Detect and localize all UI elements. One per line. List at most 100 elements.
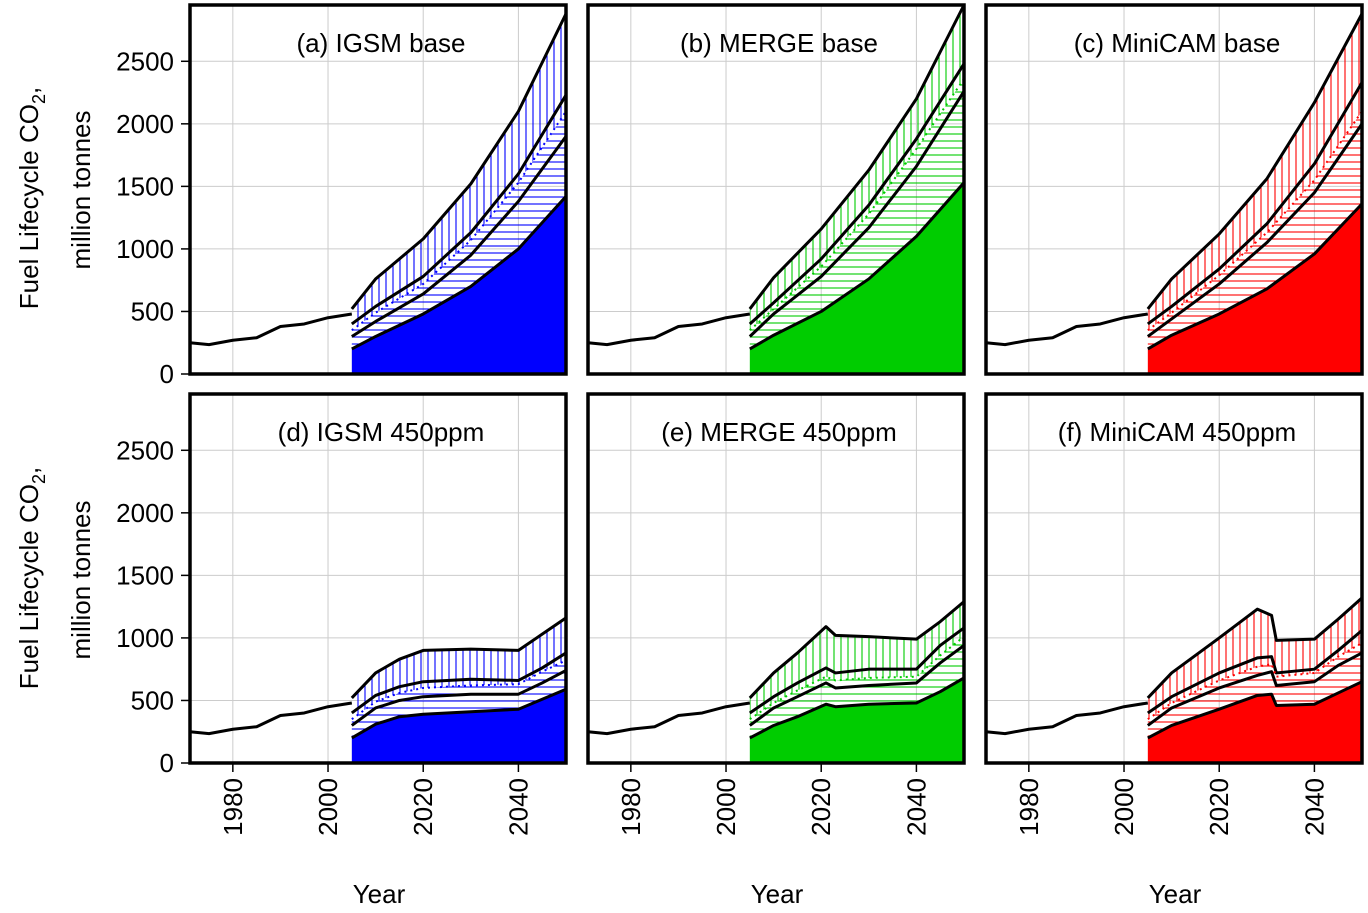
y-tick-label: 2000 <box>116 498 174 528</box>
historical-line <box>587 312 751 347</box>
y-axis-label-line1: Fuel Lifecycle CO2, <box>14 87 49 309</box>
historical-line <box>587 701 751 736</box>
series-line <box>1146 629 1363 715</box>
series-line <box>1147 202 1364 351</box>
series-line <box>748 4 966 310</box>
x-tick-label: 1980 <box>1014 778 1044 836</box>
area-solid-band <box>351 689 566 763</box>
series-line <box>1146 651 1363 727</box>
panel-title: (b) MERGE base <box>680 28 878 58</box>
series-line <box>748 644 965 727</box>
area-vertical-hatch-band <box>351 617 566 720</box>
panel-title: (f) MiniCAM 450ppm <box>1058 417 1296 447</box>
x-axis-label-col1: Year <box>353 879 406 909</box>
series-line <box>748 626 965 715</box>
panel-title: (d) IGSM 450ppm <box>278 417 485 447</box>
y-axis-label-line2: million tonnes <box>66 111 96 270</box>
y-tick-label: 1500 <box>116 171 174 201</box>
panel-a: (a) IGSM base 0 500 1000 1500 2000 2500 <box>116 3 568 389</box>
series-line <box>1147 680 1363 740</box>
y-tick-label: 0 <box>160 748 174 778</box>
area-solid-band <box>749 677 964 763</box>
x-tick-label: 2000 <box>711 778 741 836</box>
series-line <box>748 600 965 699</box>
panel-title: (a) IGSM base <box>296 28 465 58</box>
x-axis-label-col2: Year <box>751 879 804 909</box>
x-tick-label: 2040 <box>901 778 931 836</box>
area-solid-band <box>351 196 566 374</box>
series-line <box>748 90 966 338</box>
area-solid-band <box>749 182 964 374</box>
area-horizontal-hatch-band <box>351 660 566 738</box>
series-line <box>351 135 568 338</box>
historical-line <box>189 701 353 736</box>
panel-b: (b) MERGE base <box>586 3 966 376</box>
series-line-dotted <box>351 659 567 721</box>
x-tick-label: 2000 <box>1109 778 1139 836</box>
series-line-dotted <box>1147 110 1363 332</box>
area-vertical-hatch-band <box>351 13 566 331</box>
y-axis-label-bottom: Fuel Lifecycle CO2, million tonnes <box>14 467 96 689</box>
series-line <box>749 181 966 351</box>
y-axis-label-line1: Fuel Lifecycle CO2, <box>14 467 49 689</box>
y-axis-label-top: Fuel Lifecycle CO2, million tonnes <box>14 87 96 309</box>
series-line-dotted <box>749 635 965 721</box>
panel-f: (f) MiniCAM 450ppm 1980 2000 2020 2040 <box>984 392 1364 836</box>
series-line <box>350 651 567 715</box>
y-axis-label-subscript: 2 <box>29 474 49 484</box>
y-tick-label: 1000 <box>116 234 174 264</box>
y-tick-label: 2500 <box>116 435 174 465</box>
x-tick-label: 1980 <box>218 778 248 836</box>
area-solid-band <box>1147 203 1362 374</box>
series-line <box>350 616 567 699</box>
series-line <box>351 687 567 740</box>
y-axis-label-subscript: 2 <box>29 94 49 104</box>
y-axis-label-line2: million tonnes <box>66 501 96 660</box>
series-line <box>749 676 965 740</box>
panel-title: (e) MERGE 450ppm <box>661 417 897 447</box>
y-tick-label: 500 <box>131 685 174 715</box>
panel-title: (c) MiniCAM base <box>1074 28 1281 58</box>
series-line <box>1146 122 1364 338</box>
historical-line <box>985 701 1149 736</box>
plot-frame <box>188 392 568 765</box>
area-horizontal-hatch-band <box>749 78 964 349</box>
series-line <box>351 195 568 351</box>
y-tick-label: 1500 <box>116 560 174 590</box>
series-line-dotted <box>351 110 567 332</box>
y-tick-label: 1000 <box>116 623 174 653</box>
series-line <box>748 62 966 326</box>
x-tick-label: 2040 <box>1299 778 1329 836</box>
x-axis-label-col3: Year <box>1149 879 1202 909</box>
area-horizontal-hatch-band <box>351 111 566 349</box>
plot-frame <box>984 392 1364 765</box>
series-line <box>350 13 568 310</box>
panel-e: (e) MERGE 450ppm 1980 2000 2020 2040 <box>586 392 966 836</box>
series-line <box>1146 81 1364 326</box>
x-tick-label: 2000 <box>313 778 343 836</box>
y-tick-label: 500 <box>131 296 174 326</box>
series-line <box>350 669 567 727</box>
historical-line <box>189 312 353 347</box>
panel-d: (d) IGSM 450ppm 0 500 1000 1500 2000 2500 1980 2… <box>116 392 568 836</box>
panel-c: (c) MiniCAM base <box>984 3 1364 376</box>
plot-frame <box>586 392 966 765</box>
plot-frame <box>188 3 568 376</box>
plot-frame <box>586 3 966 376</box>
y-tick-label: 2500 <box>116 46 174 76</box>
x-tick-label: 2020 <box>408 778 438 836</box>
historical-line <box>985 312 1149 347</box>
series-line <box>1146 13 1364 310</box>
x-tick-label: 2020 <box>1204 778 1234 836</box>
x-tick-label: 2040 <box>503 778 533 836</box>
y-tick-label: 2000 <box>116 109 174 139</box>
series-line <box>350 94 568 326</box>
series-line <box>1146 596 1363 699</box>
plot-frame <box>984 3 1364 376</box>
y-tick-label: 0 <box>160 359 174 389</box>
x-tick-label: 1980 <box>616 778 646 836</box>
area-solid-band <box>1147 681 1362 763</box>
area-vertical-hatch-band <box>749 601 964 720</box>
x-tick-label: 2020 <box>806 778 836 836</box>
